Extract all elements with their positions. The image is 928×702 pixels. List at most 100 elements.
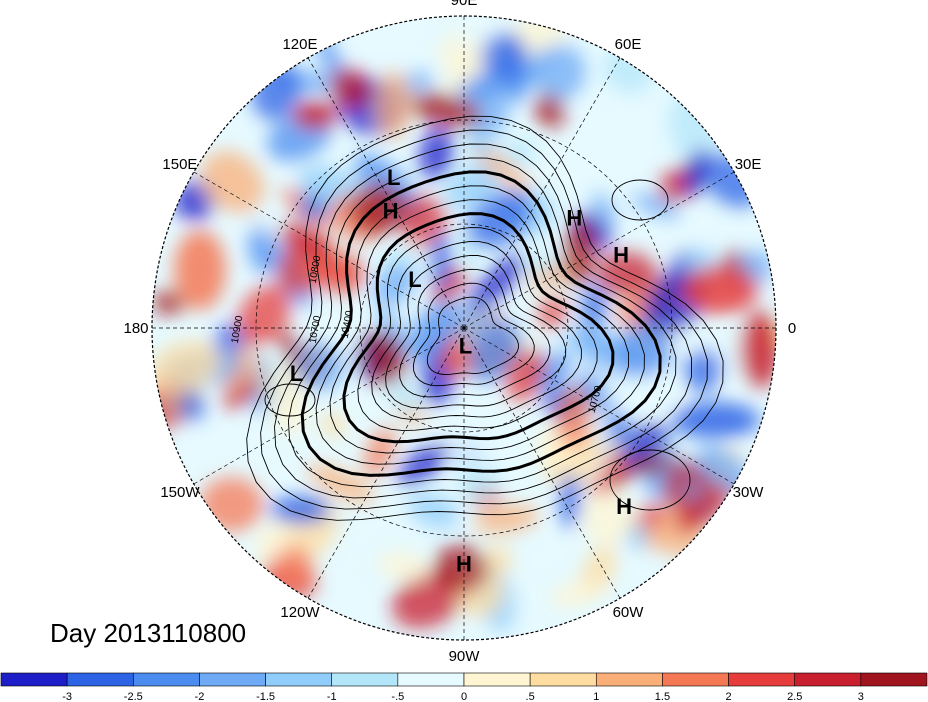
longitude-labels: 90E 60E 30E 0 30W 60W 90W 120W 150W 180 150E 120E xyxy=(123,0,796,665)
colorbar-swatch xyxy=(595,672,663,687)
anomaly-patch xyxy=(505,350,547,402)
height-contour xyxy=(329,199,630,454)
anomaly-patch xyxy=(407,300,461,362)
longitude-label: 0 xyxy=(788,320,796,337)
meridian-line xyxy=(193,327,465,485)
anomaly-patch xyxy=(674,482,733,533)
anomaly-feature xyxy=(293,101,337,129)
anomaly-patch xyxy=(398,195,448,248)
height-contour xyxy=(260,129,708,510)
anomaly-patch xyxy=(330,68,372,109)
anomaly-patch xyxy=(248,220,276,274)
height-contour xyxy=(609,449,691,511)
colorbar-tick-label: 1 xyxy=(593,691,599,702)
meridian-line xyxy=(307,57,465,329)
colorbar-swatch xyxy=(463,672,531,687)
anomaly-patch xyxy=(375,72,411,139)
height-contour xyxy=(287,157,677,488)
low-pressure-label: L xyxy=(387,165,400,190)
colorbar-tick-label: 0 xyxy=(461,691,467,702)
anomaly-feature xyxy=(670,402,760,438)
anomaly-patch xyxy=(684,348,724,392)
colorbar-swatch xyxy=(728,672,796,687)
anomaly-patch xyxy=(152,290,185,316)
colorbar-swatch xyxy=(794,672,862,687)
anomaly-patch xyxy=(377,551,429,580)
colorbar-swatch xyxy=(331,672,399,687)
anomaly-patch xyxy=(468,321,523,383)
anomaly-patch xyxy=(372,264,417,306)
anomaly-patch xyxy=(409,92,482,128)
latitude-circle xyxy=(359,223,569,433)
anomaly-patch xyxy=(436,16,507,47)
colorbar-tick-label: 1.5 xyxy=(655,691,670,702)
height-contour xyxy=(399,268,551,398)
longitude-label: 60W xyxy=(613,604,645,621)
longitude-label: 150W xyxy=(160,484,200,501)
anomaly-patch xyxy=(467,254,525,312)
anomaly-patch xyxy=(201,150,265,214)
anomaly-feature xyxy=(174,230,226,310)
height-contour xyxy=(412,282,535,387)
anomaly-patch xyxy=(617,323,672,378)
geopotential-contours xyxy=(246,115,724,521)
contour-value-label: 10400 xyxy=(340,309,356,339)
height-contour xyxy=(385,254,567,409)
polar-map: 90E 60E 30E 0 30W 60W 90W 120W 150W 180 150E 120E L… xyxy=(123,0,796,665)
anomaly-patch xyxy=(307,464,375,503)
anomaly-patch xyxy=(354,153,418,212)
latitude-circle xyxy=(255,119,673,537)
anomaly-patch xyxy=(596,252,658,297)
height-contour xyxy=(426,296,519,375)
anomaly-patch xyxy=(480,32,528,80)
anomaly-patch xyxy=(389,378,420,414)
colorbar-tick-label: -.5 xyxy=(391,691,404,702)
anomaly-patch xyxy=(534,93,565,129)
map-boundary xyxy=(151,15,777,641)
colorbar-swatch xyxy=(199,672,266,687)
anomaly-patch xyxy=(592,192,616,228)
colorbar-tick-label: 2 xyxy=(726,691,732,702)
anomaly-feature xyxy=(682,266,758,314)
high-pressure-label: H xyxy=(566,206,582,231)
meridian-line xyxy=(463,57,621,329)
colorbar-swatch xyxy=(860,672,928,687)
anomaly-patch xyxy=(632,193,680,219)
anomaly-feature xyxy=(270,496,330,524)
height-contour xyxy=(611,179,669,221)
colorbar-swatch xyxy=(66,672,134,687)
anomaly-patch xyxy=(378,307,407,355)
meridian-line xyxy=(463,327,621,599)
colorbar-swatch xyxy=(662,672,729,687)
colorbar-swatch xyxy=(529,672,597,687)
colorbar-swatch xyxy=(265,672,333,687)
anomaly-patch xyxy=(362,332,407,387)
height-contour xyxy=(300,170,662,477)
anomaly-patch xyxy=(581,490,634,545)
colorbar-tick-label: 2.5 xyxy=(787,691,802,702)
colorbar-tick-label: -1 xyxy=(327,691,337,702)
anomaly-patch xyxy=(549,581,602,608)
colorbar-tick-label: -2 xyxy=(195,691,205,702)
colorbar-tick-label: .5 xyxy=(526,691,535,702)
longitude-label: 30E xyxy=(735,156,762,173)
anomaly-field xyxy=(152,16,776,640)
anomaly-patch xyxy=(236,284,291,347)
date-label: Day 2013110800 xyxy=(50,618,247,648)
colorbar-swatch xyxy=(397,672,465,687)
longitude-label: 90E xyxy=(451,0,478,9)
longitude-label: 60E xyxy=(615,36,642,53)
colorbar: -3 -2.5 -2 -1.5 -1 -.5 0 .5 1 1.5 2 2.5 3 xyxy=(0,672,928,702)
anomaly-patch xyxy=(683,148,710,198)
colorbar-tick-label: -2.5 xyxy=(124,691,143,702)
anomaly-patch xyxy=(199,476,264,533)
height-contour xyxy=(274,143,693,499)
low-pressure-label: L xyxy=(408,267,421,292)
low-pressure-label: L xyxy=(290,361,303,386)
high-pressure-label: H xyxy=(383,198,399,223)
longitude-label: 120E xyxy=(282,36,317,53)
anomaly-patch xyxy=(164,389,182,418)
height-contour xyxy=(342,212,615,444)
